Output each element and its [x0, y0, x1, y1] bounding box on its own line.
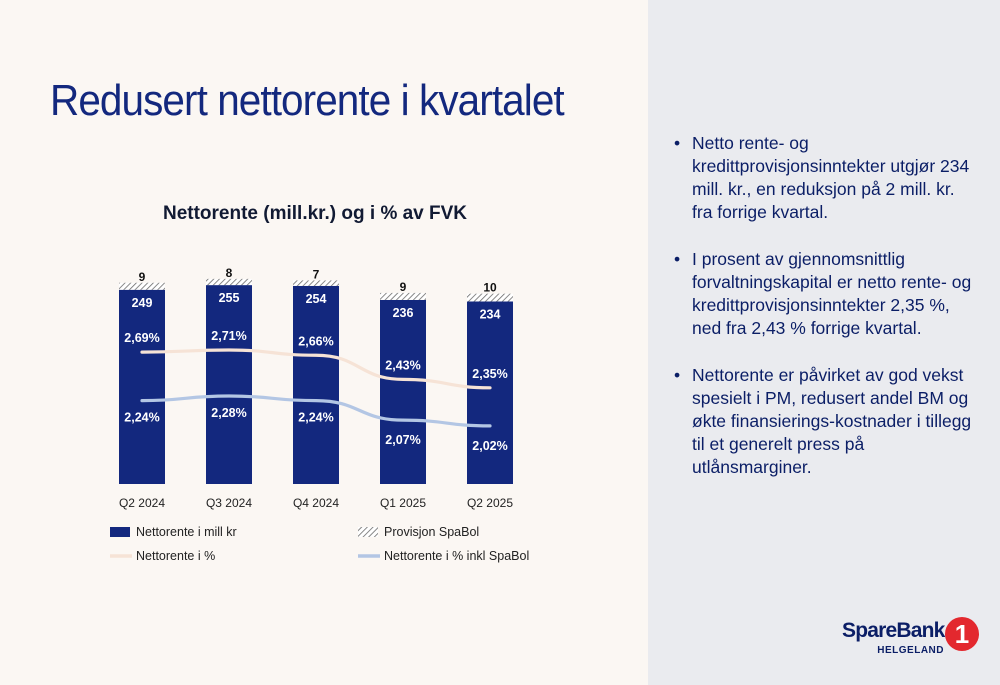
legend-label: Provisjon SpaBol	[384, 525, 479, 539]
bar	[467, 301, 513, 484]
logo-subtitle: HELGELAND	[877, 645, 944, 656]
bar-label: 234	[480, 307, 501, 321]
pct-point-label: 2,66%	[298, 334, 333, 348]
pct-inkl-point-label: 2,02%	[472, 439, 507, 453]
pct-point-label: 2,69%	[124, 331, 159, 345]
logo-name: SpareBank	[842, 619, 945, 643]
bar-label: 249	[132, 296, 153, 310]
provision-label: 8	[226, 266, 233, 280]
provision-label: 9	[139, 270, 146, 284]
bar	[206, 285, 252, 484]
x-tick-label: Q1 2025	[380, 496, 426, 510]
pct-point-label: 2,35%	[472, 367, 507, 381]
pct-point-label: 2,43%	[385, 358, 420, 372]
pct-inkl-point-label: 2,24%	[124, 411, 159, 425]
x-tick-label: Q2 2024	[119, 496, 165, 510]
legend-swatch	[358, 527, 378, 537]
pct-inkl-point-label: 2,07%	[385, 433, 420, 447]
chart-legend: Nettorente i mill kr Provisjon SpaBol Nett…	[110, 525, 529, 563]
bullet-item: Netto rente- og kredittprovisjonsinntekt…	[672, 132, 972, 224]
bullet-list: Netto rente- og kredittprovisjonsinntekt…	[672, 132, 972, 503]
bar-label: 255	[219, 291, 240, 305]
bar-label: 236	[393, 306, 414, 320]
pct-inkl-point-label: 2,24%	[298, 411, 333, 425]
provision-label: 9	[400, 280, 407, 294]
legend-label: Nettorente i %	[136, 549, 215, 563]
bullet-item: Nettorente er påvirket av god vekst spes…	[672, 364, 972, 479]
bar-provision	[467, 294, 513, 302]
bar	[380, 300, 426, 484]
net-interest-chart: 9 249 Q2 2024 8 255 Q3 2024 7 254 Q4 2024 9 236 Q1 …	[0, 0, 648, 685]
bar-label: 254	[306, 292, 327, 306]
pct-inkl-point-label: 2,28%	[211, 406, 246, 420]
sparebank-logo: SpareBank HELGELAND 1	[842, 616, 982, 662]
provision-label: 7	[313, 267, 320, 281]
x-tick-label: Q2 2025	[467, 496, 513, 510]
legend-swatch	[110, 527, 130, 537]
bar	[119, 290, 165, 484]
legend-label: Nettorente i % inkl SpaBol	[384, 549, 529, 563]
bar	[293, 286, 339, 484]
bar-provision	[380, 293, 426, 300]
legend-label: Nettorente i mill kr	[136, 525, 237, 539]
logo-mark-icon: 1	[945, 617, 979, 651]
provision-label: 10	[483, 281, 497, 295]
bar-provision	[119, 283, 165, 290]
pct-point-label: 2,71%	[211, 329, 246, 343]
bullet-item: I prosent av gjennomsnittlig forvaltning…	[672, 248, 972, 340]
x-tick-label: Q4 2024	[293, 496, 339, 510]
x-tick-label: Q3 2024	[206, 496, 252, 510]
